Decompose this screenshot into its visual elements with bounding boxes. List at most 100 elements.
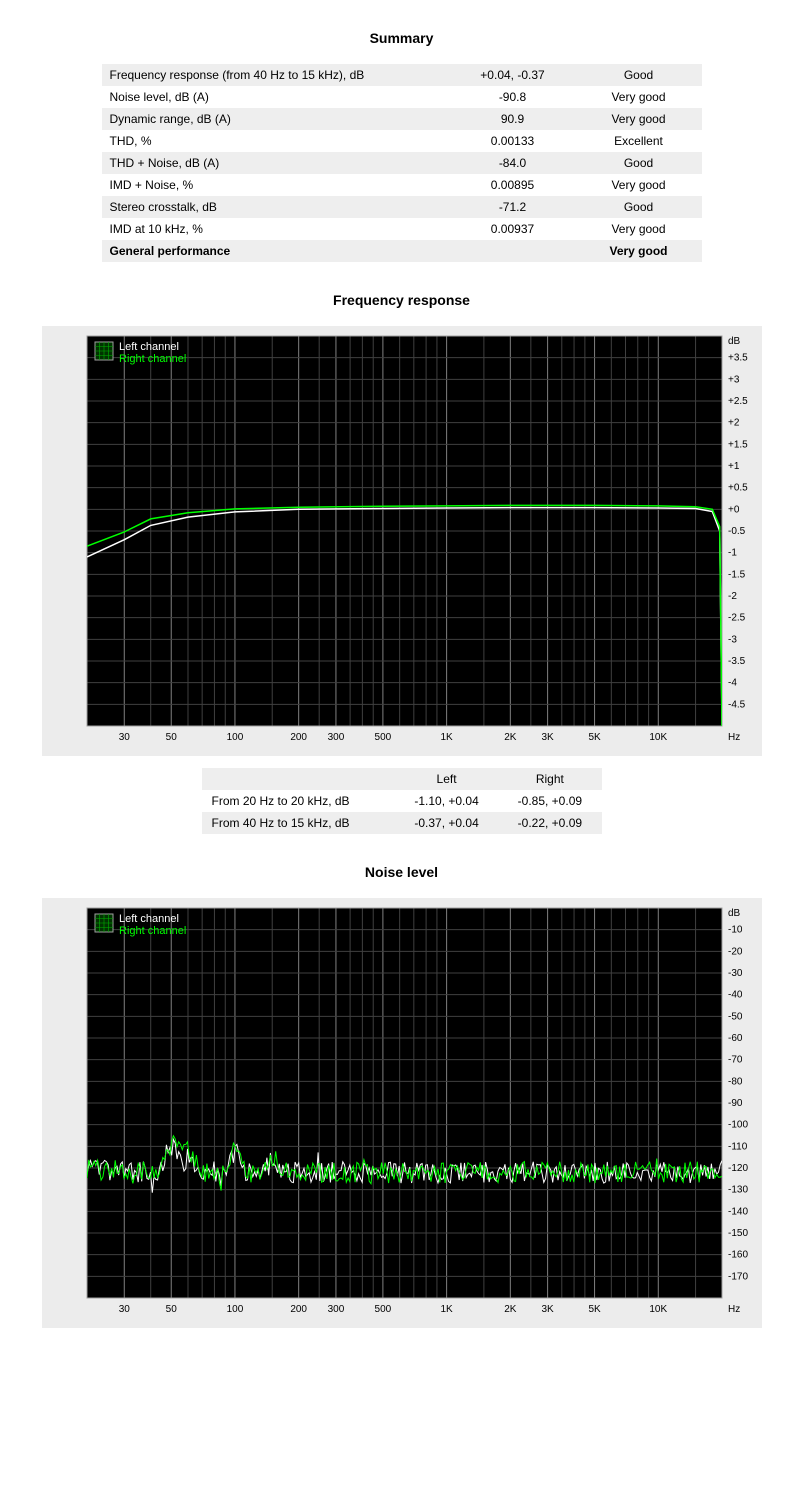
summary-title: Summary — [20, 30, 783, 46]
summary-rating: Very good — [576, 86, 702, 108]
svg-text:-2: -2 — [728, 591, 737, 602]
svg-text:-30: -30 — [728, 968, 743, 979]
noise-level-chart: -10-20-30-40-50-60-70-80-90-100-110-120-… — [42, 898, 762, 1328]
summary-label: Dynamic range, dB (A) — [102, 108, 450, 130]
summary-row: Frequency response (from 40 Hz to 15 kHz… — [102, 64, 702, 86]
summary-row: THD, %0.00133Excellent — [102, 130, 702, 152]
svg-text:-2.5: -2.5 — [728, 613, 746, 624]
svg-text:2K: 2K — [504, 732, 517, 743]
svg-text:-10: -10 — [728, 925, 743, 936]
freq-results-left: -0.37, +0.04 — [395, 812, 498, 834]
summary-general-label: General performance — [102, 240, 450, 262]
svg-text:500: 500 — [374, 732, 391, 743]
svg-text:-140: -140 — [728, 1206, 748, 1217]
freq-results-left: -1.10, +0.04 — [395, 790, 498, 812]
svg-text:-3.5: -3.5 — [728, 656, 746, 667]
freq-results-header-right: Right — [498, 768, 601, 790]
svg-text:-90: -90 — [728, 1098, 743, 1109]
summary-row: Stereo crosstalk, dB-71.2Good — [102, 196, 702, 218]
summary-row: Noise level, dB (A)-90.8Very good — [102, 86, 702, 108]
svg-text:+2: +2 — [728, 418, 740, 429]
svg-text:Right channel: Right channel — [119, 353, 186, 365]
svg-text:Hz: Hz — [728, 1304, 740, 1315]
summary-value: 0.00133 — [450, 130, 576, 152]
svg-text:-50: -50 — [728, 1011, 743, 1022]
summary-rating: Good — [576, 152, 702, 174]
svg-text:-20: -20 — [728, 946, 743, 957]
svg-text:-1.5: -1.5 — [728, 569, 746, 580]
summary-row: THD + Noise, dB (A)-84.0Good — [102, 152, 702, 174]
svg-text:+3.5: +3.5 — [728, 353, 748, 364]
summary-label: Stereo crosstalk, dB — [102, 196, 450, 218]
svg-text:-110: -110 — [728, 1141, 748, 1152]
svg-text:-100: -100 — [728, 1120, 748, 1131]
svg-text:1K: 1K — [440, 1304, 453, 1315]
svg-text:-150: -150 — [728, 1228, 748, 1239]
summary-value: 0.00937 — [450, 218, 576, 240]
noise-title: Noise level — [20, 864, 783, 880]
freq-results-right: -0.22, +0.09 — [498, 812, 601, 834]
svg-text:200: 200 — [290, 732, 307, 743]
summary-rating: Very good — [576, 108, 702, 130]
freq-results-row: From 20 Hz to 20 kHz, dB-1.10, +0.04-0.8… — [202, 790, 602, 812]
summary-label: Frequency response (from 40 Hz to 15 kHz… — [102, 64, 450, 86]
svg-text:+1: +1 — [728, 461, 740, 472]
summary-value: 90.9 — [450, 108, 576, 130]
svg-text:3K: 3K — [541, 1304, 554, 1315]
summary-rating: Very good — [576, 174, 702, 196]
summary-value: -90.8 — [450, 86, 576, 108]
svg-text:100: 100 — [226, 1304, 243, 1315]
svg-text:-60: -60 — [728, 1033, 743, 1044]
svg-text:50: 50 — [165, 1304, 177, 1315]
svg-text:Hz: Hz — [728, 732, 740, 743]
svg-text:+1.5: +1.5 — [728, 439, 748, 450]
freq-results-header-left: Left — [395, 768, 498, 790]
summary-label: THD + Noise, dB (A) — [102, 152, 450, 174]
svg-text:-1: -1 — [728, 548, 737, 559]
summary-rating: Excellent — [576, 130, 702, 152]
freq-results-table: LeftRightFrom 20 Hz to 20 kHz, dB-1.10, … — [202, 768, 602, 834]
freq-title: Frequency response — [20, 292, 783, 308]
svg-text:100: 100 — [226, 732, 243, 743]
svg-text:300: 300 — [327, 732, 344, 743]
svg-text:-4: -4 — [728, 678, 737, 689]
svg-text:+0: +0 — [728, 504, 740, 515]
summary-general-row: General performance Very good — [102, 240, 702, 262]
svg-text:50: 50 — [165, 732, 177, 743]
svg-text:-40: -40 — [728, 990, 743, 1001]
summary-label: IMD at 10 kHz, % — [102, 218, 450, 240]
freq-results-row: From 40 Hz to 15 kHz, dB-0.37, +0.04-0.2… — [202, 812, 602, 834]
svg-text:Left channel: Left channel — [119, 913, 179, 925]
svg-text:-170: -170 — [728, 1271, 748, 1282]
svg-text:5K: 5K — [588, 732, 601, 743]
svg-text:500: 500 — [374, 1304, 391, 1315]
summary-general-rating: Very good — [576, 240, 702, 262]
svg-text:-4.5: -4.5 — [728, 699, 746, 710]
svg-text:-160: -160 — [728, 1250, 748, 1261]
freq-results-right: -0.85, +0.09 — [498, 790, 601, 812]
svg-text:+3: +3 — [728, 374, 740, 385]
summary-row: IMD + Noise, %0.00895Very good — [102, 174, 702, 196]
freq-results-label: From 20 Hz to 20 kHz, dB — [202, 790, 395, 812]
svg-text:dB: dB — [728, 908, 741, 919]
svg-text:+0.5: +0.5 — [728, 483, 748, 494]
svg-text:10K: 10K — [649, 732, 667, 743]
freq-response-chart: +3.5+3+2.5+2+1.5+1+0.5+0-0.5-1-1.5-2-2.5… — [42, 326, 762, 756]
summary-row: Dynamic range, dB (A)90.9Very good — [102, 108, 702, 130]
freq-results-label: From 40 Hz to 15 kHz, dB — [202, 812, 395, 834]
svg-text:1K: 1K — [440, 732, 453, 743]
summary-rating: Good — [576, 64, 702, 86]
svg-text:Right channel: Right channel — [119, 925, 186, 937]
svg-text:5K: 5K — [588, 1304, 601, 1315]
svg-text:-120: -120 — [728, 1163, 748, 1174]
svg-text:-70: -70 — [728, 1055, 743, 1066]
svg-text:Left channel: Left channel — [119, 341, 179, 353]
svg-text:3K: 3K — [541, 732, 554, 743]
svg-text:2K: 2K — [504, 1304, 517, 1315]
svg-text:-3: -3 — [728, 634, 737, 645]
summary-rating: Good — [576, 196, 702, 218]
svg-text:30: 30 — [118, 732, 130, 743]
svg-text:+2.5: +2.5 — [728, 396, 748, 407]
svg-text:-130: -130 — [728, 1185, 748, 1196]
summary-value: -71.2 — [450, 196, 576, 218]
